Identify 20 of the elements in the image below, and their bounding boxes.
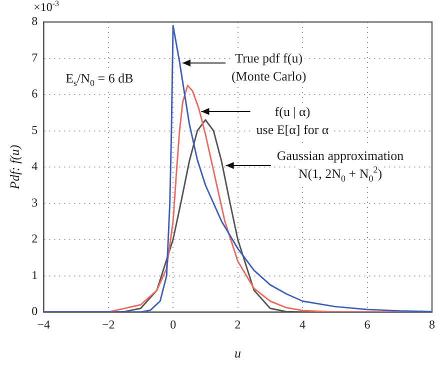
- x-axis-title: u: [234, 346, 242, 361]
- x-tick-label: 6: [364, 317, 370, 332]
- x-tick-label: 0: [170, 317, 176, 332]
- y-axis-title: Pdf: f(u): [7, 144, 22, 190]
- x-tick-label: 4: [300, 317, 306, 332]
- y-tick-label: 4: [32, 159, 38, 174]
- annotation: f(u | α) use E[α] for α: [256, 104, 329, 137]
- y-tick-label: 1: [32, 268, 38, 282]
- y-tick-label: 0: [32, 304, 38, 318]
- annotation: True pdf f(u) (Monte Carlo): [231, 50, 306, 84]
- x-tick-label: 8: [429, 317, 435, 332]
- y-tick-label: 3: [32, 195, 38, 210]
- y-tick-label: 2: [32, 232, 38, 246]
- y-tick-label: 5: [32, 122, 38, 137]
- x-tick-label: −4: [37, 317, 50, 332]
- y-tick-label: 8: [32, 14, 38, 28]
- x-tick-label: −2: [102, 317, 115, 332]
- y-tick-label: 7: [32, 50, 38, 64]
- x-tick-label: 2: [234, 317, 241, 332]
- y-tick-label: 6: [32, 86, 38, 101]
